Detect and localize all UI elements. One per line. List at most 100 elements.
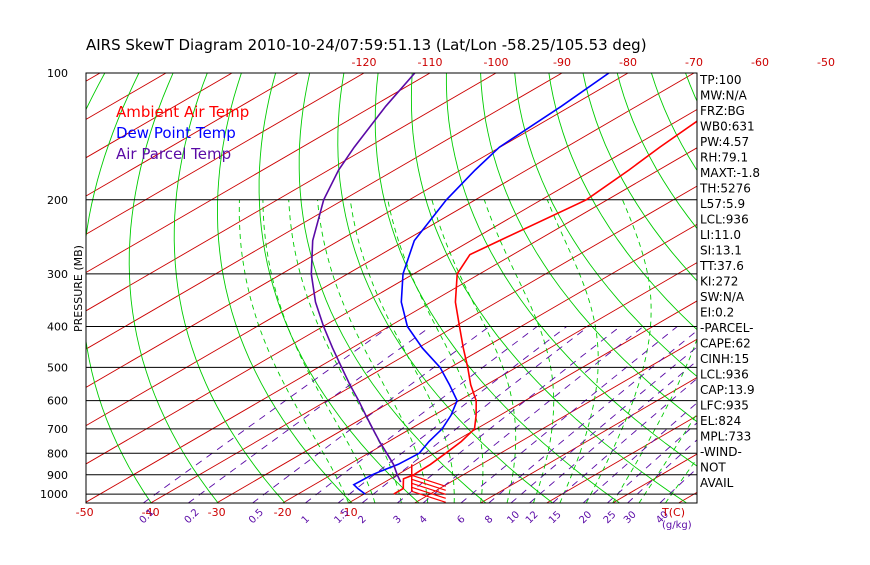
index-line: TH:5276 xyxy=(699,182,751,196)
dry-adiabat-line xyxy=(822,73,870,503)
moist-adiabat-line xyxy=(289,200,402,503)
bottom-temp-tick: -20 xyxy=(274,506,292,519)
index-line: FRZ:BG xyxy=(700,104,745,118)
dew-point-line xyxy=(354,73,609,494)
top-temp-tick: -80 xyxy=(619,56,637,69)
top-temp-tick: -90 xyxy=(553,56,571,69)
index-line: L57:5.9 xyxy=(700,197,745,211)
mixing-ratio-line xyxy=(305,327,537,504)
dry-adiabat-line xyxy=(856,73,870,503)
isotherm-line xyxy=(745,73,870,503)
mixing-ratio-line xyxy=(253,327,490,504)
dry-adiabat-line xyxy=(788,73,870,503)
dry-adiabat-line xyxy=(411,73,686,503)
index-line: -WIND- xyxy=(700,445,742,459)
top-temp-tick: -100 xyxy=(484,56,509,69)
legend-dewpoint: Dew Point Temp xyxy=(116,124,236,142)
mixing-ratio-tick: 12 xyxy=(524,509,541,526)
top-temp-tick: -110 xyxy=(418,56,443,69)
dry-adiabat-line xyxy=(651,73,870,503)
isotherm-line xyxy=(481,73,870,503)
isotherm-line xyxy=(349,73,870,503)
dry-adiabat-line xyxy=(33,73,105,503)
legend: Ambient Air Temp Dew Point Temp Air Parc… xyxy=(116,103,249,163)
mixing-ratio-tick: 15 xyxy=(547,509,564,526)
index-line: AVAIL xyxy=(700,476,734,490)
parcel-temp-line xyxy=(311,73,415,482)
index-line: -PARCEL- xyxy=(700,321,754,335)
index-line: CINH:15 xyxy=(700,352,749,366)
dry-adiabat-line xyxy=(0,73,2,503)
index-line: CAP:13.9 xyxy=(700,383,755,397)
temp-unit-label: T(C) xyxy=(661,506,685,519)
dry-adiabat-line xyxy=(0,73,37,503)
mixing-ratio-line xyxy=(397,327,620,504)
pressure-tick: 100 xyxy=(47,67,68,80)
legend-ambient: Ambient Air Temp xyxy=(116,103,249,121)
mixing-ratio-tick: 3 xyxy=(392,514,404,526)
pressure-tick: 400 xyxy=(47,321,68,334)
y-axis-label: PRESSURE (MB) xyxy=(72,245,85,332)
isotherm-line xyxy=(0,73,100,503)
top-temp-tick: -60 xyxy=(751,56,769,69)
mixing-ratio-line xyxy=(423,327,643,504)
mixing-ratio-line xyxy=(583,327,786,504)
pressure-tick: 200 xyxy=(47,194,68,207)
pressure-tick: 500 xyxy=(47,361,68,374)
chart-title: AIRS SkewT Diagram 2010-10-24/07:59:51.1… xyxy=(86,36,647,54)
mixing-ratio-tick: 25 xyxy=(602,509,619,526)
pressure-tick: 800 xyxy=(47,447,68,460)
mixing-ratio-line xyxy=(489,327,702,504)
mixing-ratio-line xyxy=(511,327,722,504)
index-line: CAPE:62 xyxy=(700,337,751,351)
mixing-ratio-tick: 30 xyxy=(622,509,639,526)
top-temp-ticks: -120-110-100-90-80-70-60-50-40 xyxy=(352,56,870,69)
mixing-ratio-tick: 1 xyxy=(300,514,312,526)
pressure-tick: 1000 xyxy=(40,488,68,501)
legend-parcel: Air Parcel Temp xyxy=(116,145,231,163)
isotherm-line xyxy=(0,73,694,503)
dry-adiabat-line xyxy=(481,73,821,503)
dry-adiabat-line xyxy=(218,73,352,503)
moist-adiabat-line xyxy=(547,200,598,503)
stability-indices: TP:100MW:N/AFRZ:BGWB0:631PW:4.57RH:79.1M… xyxy=(699,73,760,490)
mixing-unit-label: (g/kg) xyxy=(662,520,692,531)
index-line: TT:37.6 xyxy=(699,259,744,273)
mixing-ratio-tick: 0.2 xyxy=(183,507,202,526)
index-line: MW:N/A xyxy=(700,89,748,103)
bottom-temp-tick: -50 xyxy=(76,506,94,519)
isotherm-line xyxy=(811,73,870,503)
bottom-temp-tick: -30 xyxy=(208,506,226,519)
bottom-temp-ticks: -50-40-30-20-10 xyxy=(76,506,358,519)
index-line: WB0:631 xyxy=(700,120,755,134)
moist-adiabat-line xyxy=(432,200,516,503)
moist-adiabat-line xyxy=(586,200,651,503)
index-line: SW:N/A xyxy=(700,290,745,304)
dry-adiabat-line xyxy=(515,73,870,503)
isotherm-line xyxy=(151,73,870,503)
mixing-ratio-tick: 10 xyxy=(505,509,522,526)
index-line: EI:0.2 xyxy=(700,306,734,320)
mixing-ratio-tick: 2 xyxy=(356,514,368,526)
mixing-ratio-tick: 0.5 xyxy=(247,507,266,526)
index-line: SI:13.1 xyxy=(700,244,742,258)
index-line: NOT xyxy=(700,461,726,475)
mixing-ratio-line xyxy=(461,327,677,504)
mixing-ratio-line xyxy=(338,327,567,504)
index-line: LCL:936 xyxy=(700,213,749,227)
index-line: EL:824 xyxy=(700,414,741,428)
index-line: TP:100 xyxy=(699,73,742,87)
wind-barb xyxy=(412,464,446,502)
mixing-unit-text: g/kg xyxy=(666,520,688,531)
top-temp-tick: -120 xyxy=(352,56,377,69)
index-line: LCL:936 xyxy=(700,368,749,382)
top-temp-tick: -70 xyxy=(685,56,703,69)
pressure-tick: 300 xyxy=(47,268,68,281)
pressure-tick: 700 xyxy=(47,423,68,436)
dry-adiabat-line xyxy=(754,73,870,503)
pressure-tick: 900 xyxy=(47,469,68,482)
isotherm-line xyxy=(415,73,870,503)
index-line: RH:79.1 xyxy=(700,151,748,165)
